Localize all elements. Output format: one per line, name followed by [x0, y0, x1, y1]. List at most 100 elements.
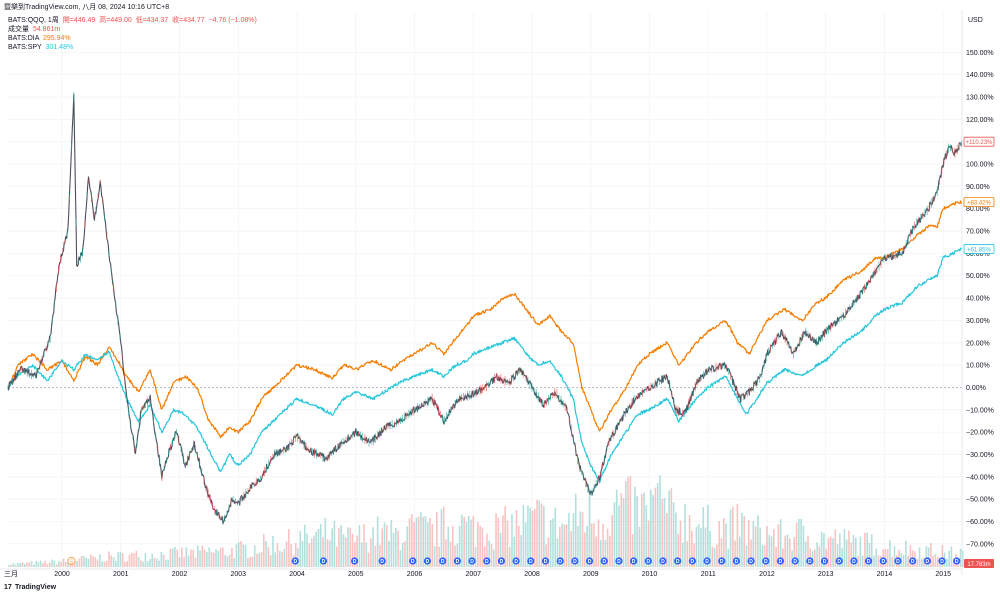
- volume-bar: [281, 551, 283, 567]
- event-marker-dividend[interactable]: [732, 557, 741, 565]
- event-marker-dividend[interactable]: [453, 557, 461, 565]
- volume-bar: [433, 546, 436, 567]
- volume-bar: [729, 509, 732, 567]
- x-tick-label: 2002: [172, 571, 188, 578]
- event-marker-dividend[interactable]: [894, 557, 902, 565]
- event-marker-dividend[interactable]: [938, 557, 946, 565]
- event-marker-dividend[interactable]: [674, 557, 682, 565]
- volume-bar: [140, 560, 142, 567]
- volume-bar: [788, 538, 791, 567]
- event-marker-dividend[interactable]: [527, 557, 535, 565]
- event-marker-dividend[interactable]: [835, 557, 843, 565]
- volume-bar: [333, 520, 336, 567]
- event-marker-dividend[interactable]: [615, 557, 623, 565]
- event-marker-dividend[interactable]: [423, 557, 432, 565]
- event-marker-dividend[interactable]: [703, 557, 711, 565]
- volume-bar: [916, 558, 919, 567]
- volume-bar: [381, 528, 384, 567]
- volume-bar: [574, 493, 577, 567]
- legend-main[interactable]: BATS:QQQ, 1周 開=446.49 高=449.00 低=434.37 …: [8, 16, 257, 25]
- x-axis[interactable]: 三月 2000 2001 2002 2003 2004 2005 2006 2007 2008 20…: [0, 568, 962, 578]
- event-marker-dividend[interactable]: [820, 557, 829, 565]
- event-marker-dividend[interactable]: [409, 557, 417, 565]
- volume-bar: [909, 545, 912, 567]
- event-marker-dividend[interactable]: [850, 557, 858, 565]
- event-marker-dividend[interactable]: [585, 557, 594, 565]
- event-marker-dividend[interactable]: [688, 557, 696, 565]
- series-line-spy: [7, 247, 963, 484]
- volume-bar: [219, 547, 222, 567]
- x-tick-label: 2007: [465, 571, 481, 578]
- event-marker-dividend[interactable]: [806, 557, 814, 565]
- volume-bar: [383, 522, 386, 567]
- volume-bar: [741, 512, 743, 567]
- event-marker-dividend[interactable]: [659, 557, 667, 565]
- legend-dia[interactable]: BATS:DIA 295.94%: [8, 34, 257, 43]
- volume-bar: [732, 506, 734, 567]
- event-marker-dividend-glyph: D: [500, 559, 504, 565]
- volume-bar: [62, 558, 65, 567]
- event-marker-dividend[interactable]: [439, 557, 447, 565]
- volume-bar: [814, 549, 816, 567]
- event-marker-dividend-glyph: D: [602, 559, 606, 565]
- event-marker-dividend[interactable]: [762, 557, 770, 565]
- volume-bar: [604, 539, 607, 567]
- volume-bar: [135, 550, 138, 567]
- event-marker-dividend[interactable]: [879, 557, 887, 565]
- event-marker-dividend[interactable]: [791, 557, 799, 565]
- tradingview-logo[interactable]: 17 TradingView: [4, 584, 56, 591]
- event-marker-dividend[interactable]: [319, 557, 328, 565]
- event-marker-dividend[interactable]: [378, 557, 386, 565]
- event-marker-dividend[interactable]: [953, 557, 961, 565]
- volume-bar: [360, 542, 363, 567]
- event-marker-dividend-glyph: D: [411, 559, 415, 565]
- volume-bar: [552, 518, 554, 567]
- event-marker-dividend[interactable]: [718, 557, 726, 565]
- y-axis[interactable]: 150.00%140.00%130.00%120.00%110.00%100.0…: [961, 10, 994, 575]
- event-marker-dividend-glyph: D: [322, 559, 326, 565]
- volume-bar: [691, 530, 693, 567]
- event-marker-dividend[interactable]: [630, 557, 638, 565]
- last-value-box-qqq: [963, 136, 995, 147]
- volume-bar: [492, 549, 495, 567]
- event-marker-dividend[interactable]: [556, 557, 564, 565]
- event-marker-dividend[interactable]: [571, 557, 579, 565]
- volume-bar: [495, 513, 497, 567]
- event-marker-dividend[interactable]: [497, 557, 506, 565]
- volume-bar: [222, 547, 224, 567]
- event-marker-dividend[interactable]: [776, 557, 785, 565]
- event-marker-dividend[interactable]: [644, 557, 652, 565]
- event-marker-dividend[interactable]: [483, 557, 491, 565]
- event-marker-dividend[interactable]: [747, 557, 755, 565]
- event-marker-dividend[interactable]: [350, 557, 359, 565]
- event-marker-dividend-glyph: D: [779, 559, 783, 565]
- event-marker-split[interactable]: [67, 556, 76, 566]
- event-marker-dividend[interactable]: [541, 557, 550, 565]
- volume-bar: [201, 545, 204, 567]
- event-marker-dividend[interactable]: [468, 557, 476, 565]
- series: [7, 92, 963, 525]
- volume-bar: [747, 520, 750, 567]
- volume-bar: [921, 558, 923, 567]
- volume-bar: [21, 562, 24, 567]
- y-tick-label: 20.00%: [966, 340, 990, 347]
- volume-bar: [404, 541, 406, 567]
- event-marker-dividend[interactable]: [512, 557, 520, 565]
- event-marker-dividend[interactable]: [923, 557, 931, 565]
- y-tick-label: 120.00%: [966, 117, 994, 124]
- legend-spy[interactable]: BATS:SPY 301.48%: [8, 43, 257, 52]
- event-marker-dividend[interactable]: [600, 557, 608, 565]
- volume-bar: [99, 554, 101, 567]
- volume-bar: [545, 544, 547, 567]
- event-marker-dividend[interactable]: [864, 557, 873, 565]
- volume-bar: [379, 544, 381, 567]
- volume-bar: [570, 531, 572, 567]
- event-marker-dividend[interactable]: [291, 557, 299, 565]
- volume-bar: [504, 506, 506, 567]
- volume-bar: [60, 561, 62, 567]
- event-marker-dividend[interactable]: [909, 557, 917, 565]
- legend-volume[interactable]: 成交量 54.861m: [8, 25, 257, 34]
- y-tick-label: −60.00%: [966, 519, 994, 526]
- volume-bar: [652, 495, 654, 567]
